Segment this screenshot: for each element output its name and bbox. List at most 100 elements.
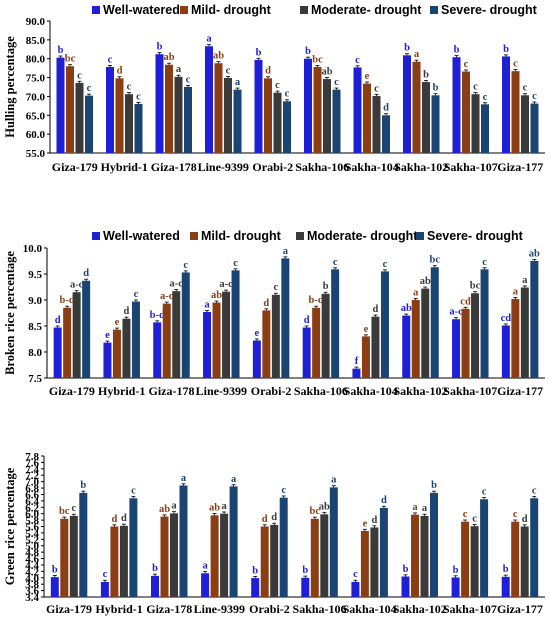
y-tick-label: 65.0 <box>26 110 46 122</box>
y-tick-label: 5.2 <box>25 534 39 546</box>
significance-letter: ab <box>211 290 222 301</box>
significance-letter: c <box>87 83 92 94</box>
category-label: Hybrid-1 <box>95 602 142 616</box>
significance-letter: b <box>503 564 509 575</box>
bar <box>520 526 529 597</box>
bar <box>481 104 489 153</box>
bar <box>262 310 271 378</box>
significance-letter: c <box>513 59 518 70</box>
y-tick-label: 70.0 <box>26 91 46 103</box>
bar <box>214 63 223 153</box>
significance-letter: d <box>55 315 61 326</box>
bar <box>153 322 162 378</box>
significance-letter: d <box>271 512 277 523</box>
bar <box>331 269 340 378</box>
bar <box>420 515 429 597</box>
bar <box>281 258 290 378</box>
category-label: Giza-179 <box>49 384 95 398</box>
category-label: Sakha-106 <box>294 384 348 398</box>
bar <box>112 329 121 378</box>
significance-letter: bc <box>310 506 321 517</box>
bar <box>271 294 280 378</box>
significance-letter: a <box>181 473 187 484</box>
significance-letter: c <box>275 80 280 91</box>
category-label: Sakha-102 <box>393 602 447 616</box>
bar <box>401 576 410 597</box>
category-label: Line-9399 <box>196 384 247 398</box>
y-axis-label: Broken rice percentage <box>3 251 17 375</box>
significance-letter: d <box>83 268 89 279</box>
y-tick-label: 4.6 <box>25 554 39 566</box>
significance-letter: f <box>355 356 359 367</box>
legend-label: Moderate- drought <box>311 3 422 17</box>
y-tick-label: 7.0 <box>25 477 39 489</box>
bar <box>220 513 229 597</box>
bar <box>480 499 489 597</box>
bar <box>352 368 361 378</box>
significance-letter: b <box>52 564 58 575</box>
significance-letter: b <box>302 565 308 576</box>
bar <box>403 55 411 153</box>
y-tick-label: 10.0 <box>23 243 43 255</box>
bar <box>66 66 74 153</box>
bar <box>501 576 510 597</box>
bar <box>431 95 440 153</box>
legend-label: Moderate- drought <box>307 229 418 243</box>
y-tick-label: 5.6 <box>25 522 39 534</box>
bar <box>530 261 539 378</box>
significance-letter: c <box>532 91 537 102</box>
category-label: Giza-177 <box>497 602 543 616</box>
bar <box>212 302 221 378</box>
y-tick-label: 3.4 <box>25 592 39 604</box>
significance-letter: d <box>522 514 528 525</box>
bar <box>304 58 312 153</box>
legend-label: Severe- drought <box>427 229 524 243</box>
bar <box>162 303 171 378</box>
significance-letter: c <box>374 83 379 94</box>
category-label: Sakha-106 <box>295 160 349 174</box>
significance-letter: ab <box>401 303 412 314</box>
bar <box>353 67 362 153</box>
significance-letter: d <box>383 103 389 114</box>
bar <box>151 575 159 597</box>
significance-letter: c <box>532 486 537 497</box>
green-rice-chart: 3.43.63.84.04.24.44.64.85.05.25.45.65.86… <box>3 451 545 616</box>
y-tick-label: 80.0 <box>26 54 46 66</box>
bar <box>302 327 311 378</box>
category-label: Hybrid-1 <box>98 384 145 398</box>
significance-letter: a <box>171 501 177 512</box>
significance-letter: bc <box>65 54 76 65</box>
significance-letter: b <box>454 45 460 56</box>
significance-letter: ab <box>420 276 431 287</box>
significance-letter: b <box>404 43 410 54</box>
bar <box>82 280 91 378</box>
bar <box>370 527 379 597</box>
category-label: Sakha-104 <box>343 602 397 616</box>
significance-letter: a-c <box>219 279 233 290</box>
significance-letter: c <box>285 89 290 100</box>
significance-letter: ab <box>529 248 540 259</box>
y-tick-label: 5.0 <box>25 541 39 553</box>
significance-letter: c <box>472 513 477 524</box>
significance-letter: c <box>353 569 358 580</box>
significance-letter: cd <box>460 296 471 307</box>
bar <box>129 498 138 597</box>
significance-letter: e <box>363 518 368 529</box>
category-label: Giza-179 <box>46 602 92 616</box>
bar <box>69 515 78 597</box>
significance-letter: b <box>305 46 311 57</box>
significance-letter: ab <box>163 52 174 63</box>
bar <box>371 316 380 378</box>
hulling-chart: Well-watered Mild- drought Moderate- droug… <box>3 3 545 174</box>
bar <box>411 514 419 597</box>
significance-letter: c <box>103 569 108 580</box>
significance-letter: a <box>331 475 337 486</box>
legend-label: Well-watered <box>103 3 180 17</box>
y-tick-label: 6.0 <box>25 509 39 521</box>
bar <box>224 77 232 153</box>
bar <box>203 311 212 378</box>
bar <box>231 270 240 378</box>
significance-letter: ab <box>159 504 170 515</box>
y-axis-label: Hulling percentage <box>3 36 17 138</box>
bar <box>279 497 288 597</box>
